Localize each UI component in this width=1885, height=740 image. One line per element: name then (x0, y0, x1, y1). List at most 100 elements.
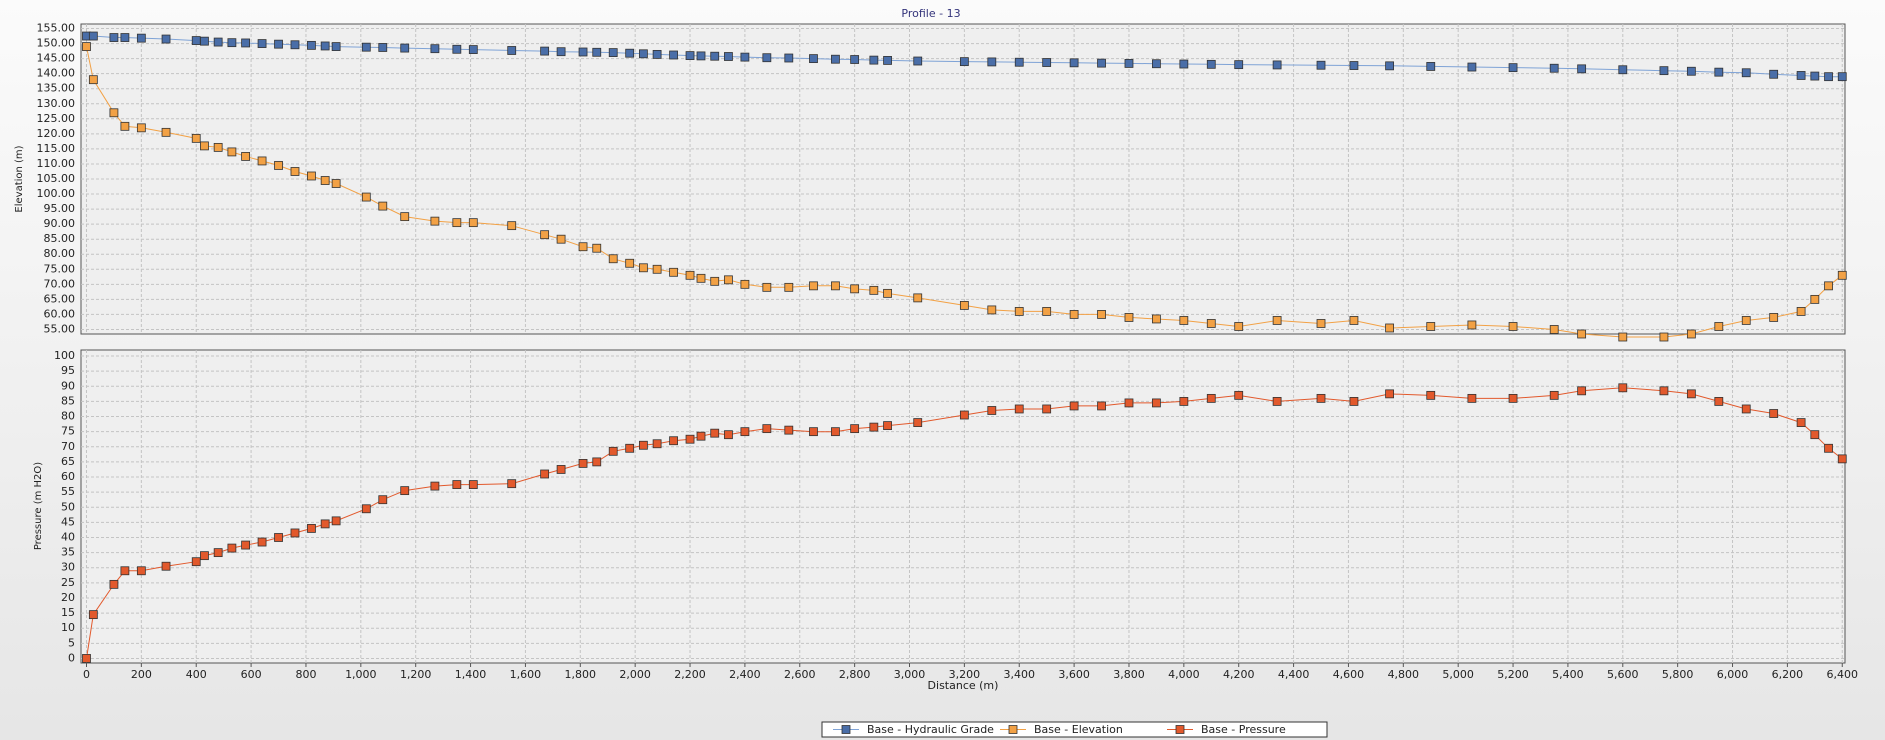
data-point (652, 264, 662, 274)
data-point (1549, 63, 1559, 73)
data-point (1272, 316, 1282, 325)
legend (821, 721, 1328, 738)
data-point (850, 55, 860, 64)
y-tick-label: 70 (61, 440, 75, 453)
data-point (652, 439, 662, 449)
data-point (361, 42, 371, 52)
data-point (869, 422, 879, 432)
data-point (987, 305, 997, 315)
data-point (608, 254, 618, 264)
data-point (331, 516, 341, 526)
data-point (556, 47, 566, 57)
data-point (1234, 322, 1244, 331)
data-point (883, 288, 892, 298)
legend-marker (841, 725, 851, 734)
series-line (86, 46, 1843, 338)
data-point (1385, 389, 1394, 399)
y-tick-label: 80.00 (44, 247, 76, 260)
data-point (762, 53, 772, 63)
y-tick-label: 150.00 (37, 37, 76, 50)
data-point (724, 275, 733, 285)
data-point (109, 108, 119, 118)
x-tick-label: 4,200 (1223, 668, 1255, 681)
x-tick-label: 2,600 (784, 668, 816, 681)
data-point (1385, 61, 1394, 71)
y-tick-label: 55 (61, 485, 75, 498)
data-point (696, 431, 706, 441)
data-point (507, 46, 517, 55)
data-point (290, 167, 300, 176)
data-point (1796, 71, 1806, 80)
data-point (592, 47, 602, 57)
data-point (1714, 67, 1724, 77)
x-tick-label: 3,800 (1113, 668, 1145, 681)
data-point (625, 48, 635, 58)
data-point (361, 192, 371, 202)
data-point (1234, 390, 1244, 400)
legend-label: Base - Elevation (1034, 723, 1123, 736)
data-point (452, 44, 462, 54)
y-tick-label: 50 (61, 500, 75, 513)
data-point (1179, 316, 1189, 325)
data-point (724, 430, 733, 440)
x-tick-label: 2,400 (729, 668, 761, 681)
data-point (400, 212, 410, 222)
data-point (762, 424, 772, 434)
data-point (1426, 322, 1436, 331)
y-tick-label: 45 (61, 515, 75, 528)
data-point (809, 427, 818, 437)
data-point (1837, 72, 1847, 82)
data-point (1577, 64, 1587, 74)
y-tick-label: 135.00 (37, 82, 76, 95)
data-point (161, 127, 171, 137)
data-point (82, 42, 91, 51)
y-tick-label: 70.00 (44, 277, 76, 290)
data-point (724, 52, 733, 61)
data-point (378, 201, 388, 211)
data-point (1124, 398, 1134, 408)
data-point (307, 40, 316, 50)
data-point (1124, 59, 1134, 68)
data-point (1824, 281, 1833, 291)
x-tick-label: 800 (295, 668, 316, 681)
data-point (161, 561, 171, 571)
data-point (257, 156, 267, 166)
data-point (1426, 62, 1436, 71)
legend-marker (1008, 725, 1018, 734)
data-point (831, 281, 840, 291)
data-point (120, 121, 130, 131)
x-tick-label: 2,000 (619, 668, 651, 681)
y-tick-label: 125.00 (37, 112, 76, 125)
data-point (307, 171, 316, 181)
data-point (331, 179, 341, 188)
x-tick-label: 4,800 (1388, 668, 1420, 681)
data-point (608, 48, 618, 57)
x-tick-label: 5,200 (1497, 668, 1529, 681)
data-point (320, 176, 330, 185)
y-tick-label: 65 (61, 455, 75, 468)
x-tick-label: 200 (131, 668, 152, 681)
data-point (468, 45, 478, 54)
data-point (430, 481, 440, 491)
data-point (136, 566, 146, 576)
y-tick-label: 5 (68, 636, 75, 649)
data-point (507, 221, 517, 231)
y-tick-label: 100.00 (37, 187, 76, 200)
y-tick-label: 90.00 (44, 217, 76, 230)
data-point (1349, 397, 1359, 406)
data-point (1179, 397, 1189, 406)
data-point (1837, 454, 1847, 464)
data-point (850, 284, 860, 294)
y-tick-label: 30 (61, 561, 75, 574)
data-point (1837, 270, 1847, 280)
y-tick-label: 35 (61, 546, 75, 559)
data-point (669, 50, 678, 60)
data-point (136, 33, 146, 43)
x-tick-label: 4,600 (1333, 668, 1365, 681)
data-point (710, 276, 720, 286)
data-point (1042, 404, 1052, 414)
data-point (109, 33, 119, 42)
data-point (120, 33, 130, 42)
data-point (1349, 61, 1359, 70)
